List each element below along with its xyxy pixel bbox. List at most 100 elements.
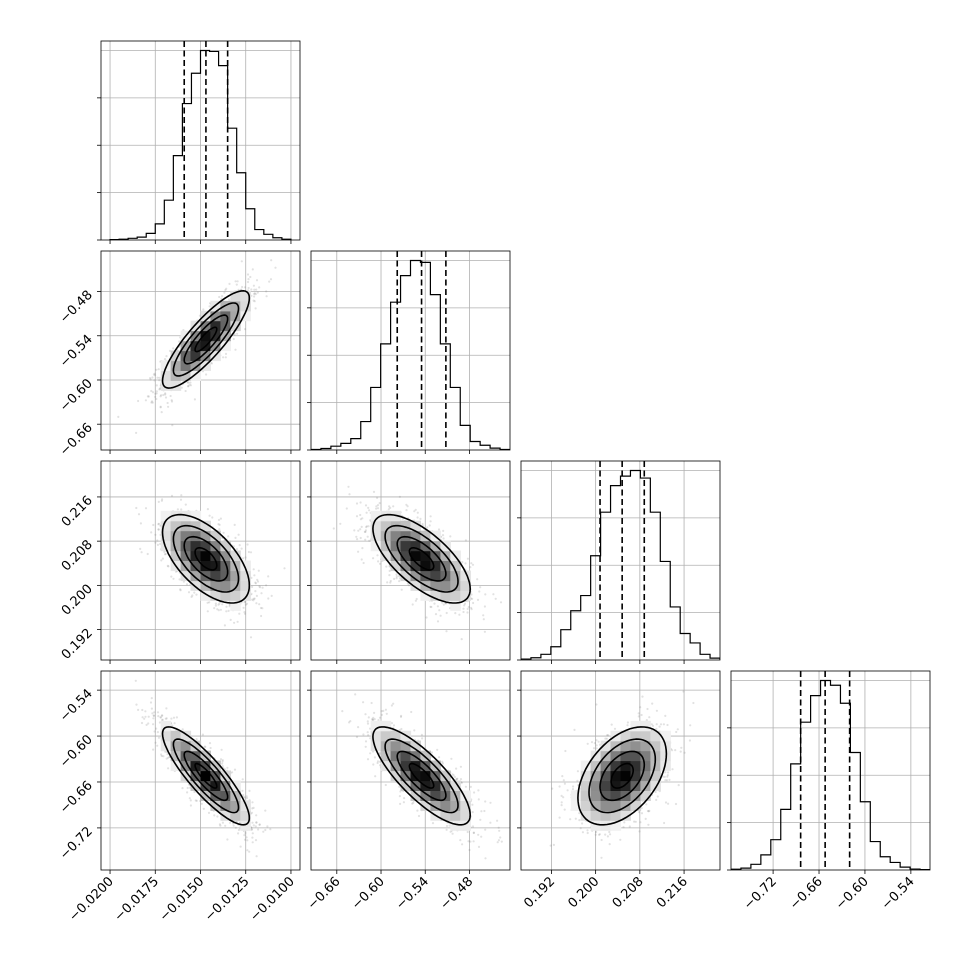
density-bin [210, 590, 221, 601]
density-bin [210, 580, 221, 591]
scatter-point [235, 548, 239, 551]
density-bin [230, 300, 241, 312]
scatter-point [405, 509, 408, 512]
density-bin [210, 560, 221, 572]
density-bin [180, 550, 192, 561]
density-bin [160, 370, 172, 381]
scatter-point [214, 604, 217, 607]
scatter-point [251, 268, 254, 271]
y-tick-label: −0.48 [57, 288, 96, 327]
scatter-point [234, 536, 237, 540]
scatter-point [476, 598, 480, 602]
scatter-point [252, 597, 255, 601]
density-bin [450, 590, 461, 601]
density-bin [190, 370, 202, 381]
contour-level-1 [396, 535, 447, 582]
scatter-point [388, 574, 391, 577]
density-bin [200, 330, 211, 342]
histogram-step-2 [521, 469, 720, 660]
density-bin [160, 380, 172, 391]
scatter-point [411, 603, 414, 606]
scatter-point [162, 393, 165, 397]
density-bin [220, 550, 231, 561]
scatter-point [251, 801, 254, 804]
scatter-point [155, 392, 158, 395]
scatter-point [388, 569, 391, 573]
y-tick-label: 0.216 [59, 493, 96, 530]
scatter-point [250, 288, 253, 291]
scatter-point [158, 376, 161, 379]
histogram-panel-2 [517, 460, 721, 664]
scatter-point [434, 613, 438, 616]
scatter-point [363, 530, 366, 534]
density-bin [370, 530, 382, 542]
scatter-point [164, 393, 167, 396]
scatter-point [259, 606, 263, 610]
scatter-point [140, 551, 143, 554]
scatter-point [157, 523, 160, 526]
scatter-point [433, 602, 436, 605]
density-bin [240, 290, 251, 302]
scatter-point [154, 533, 157, 536]
y-tick-label: 0.208 [59, 537, 96, 574]
scatter-point [442, 537, 445, 540]
scatter-point [164, 392, 167, 395]
scatter-point [246, 543, 249, 546]
scatter-point [395, 573, 398, 576]
scatter-point [254, 582, 257, 585]
scatter-point [227, 298, 231, 301]
density-bin [210, 310, 221, 322]
scatter-point [246, 849, 249, 852]
scatter-point [367, 525, 370, 528]
scatter-point [217, 603, 220, 606]
scatter-point [147, 715, 150, 718]
scatter-point [267, 597, 270, 600]
scatter-point [255, 279, 259, 282]
scatter-point [169, 394, 172, 398]
scatter-point [214, 602, 217, 605]
scatter-point [476, 578, 479, 581]
scatter-point [170, 399, 173, 402]
panel-content [311, 461, 510, 660]
density-bin [190, 350, 202, 362]
scatter-point [155, 397, 158, 401]
density-bin [160, 530, 172, 542]
scatter-point [256, 291, 259, 294]
y-tick-label: −0.54 [57, 332, 96, 371]
density-bin [190, 520, 202, 532]
scatter-point [206, 610, 209, 613]
density-bin [200, 560, 211, 572]
density-bin [370, 520, 382, 532]
scatter-point [221, 295, 224, 298]
scatter-point [388, 505, 391, 508]
scatter-point [482, 618, 485, 621]
scatter-point [406, 582, 409, 585]
density-bin [390, 550, 402, 561]
scatter-point [469, 566, 472, 569]
scatter-point [206, 508, 209, 511]
scatter-point [359, 513, 362, 517]
density-bin [190, 330, 202, 342]
scatter-point [359, 528, 362, 531]
scatter-point [152, 373, 155, 376]
scatter-point [155, 384, 158, 387]
scatter-point [156, 539, 159, 542]
scatter-point [345, 507, 348, 510]
density-bin [450, 560, 461, 572]
density-bin [210, 550, 221, 561]
scatter-point [157, 500, 160, 503]
scatter-point [189, 381, 192, 384]
scatter-point [140, 721, 144, 725]
scatter-point [255, 821, 258, 824]
scatter-point [445, 630, 448, 633]
scatter-point [209, 746, 212, 750]
density-bin [370, 510, 382, 522]
density-bin [380, 530, 392, 542]
scatter-point [253, 300, 256, 303]
density-bin [190, 530, 202, 542]
scatter-point [190, 595, 193, 599]
density-bin [410, 570, 421, 582]
scatter-point [436, 620, 440, 623]
scatter-point [372, 490, 376, 493]
